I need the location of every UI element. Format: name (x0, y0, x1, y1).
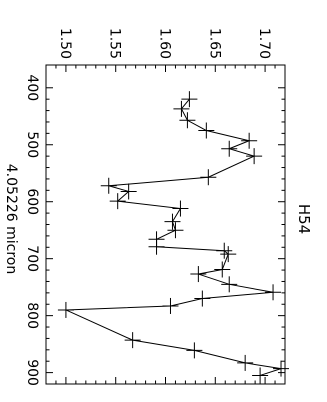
data-point (173, 100, 190, 117)
data-point (100, 177, 117, 194)
x-tick-label: 800 (24, 302, 40, 329)
data-point (179, 112, 196, 129)
data-point (273, 360, 290, 377)
data-point (237, 354, 254, 371)
y-tick-label: 1.65 (206, 28, 222, 59)
x-tick-label: 900 (24, 359, 40, 386)
data-point (124, 332, 141, 349)
x-tick-label: 700 (24, 245, 40, 272)
data-point (186, 342, 203, 359)
data-point (221, 276, 238, 293)
data-point (172, 200, 189, 217)
data-point (246, 148, 263, 165)
x-tick-label: 400 (24, 74, 40, 101)
data-point (220, 246, 237, 263)
data-point (241, 132, 258, 149)
data-point (200, 169, 217, 186)
data-point (221, 140, 238, 157)
data-point (148, 238, 165, 255)
y-axis: 1.50 1.55 1.60 1.65 1.70 (55, 28, 276, 384)
data-point (190, 266, 207, 283)
data-point (214, 261, 231, 278)
plot-frame (45, 64, 286, 385)
data-point (265, 284, 282, 301)
data-point (162, 297, 179, 314)
data-point (109, 193, 126, 210)
y-tick-label: 1.70 (256, 28, 272, 59)
x-axis: 400 500 600 700 800 900 (24, 74, 285, 386)
chart-title: H54 (295, 204, 313, 234)
data-point (216, 242, 233, 259)
x-axis-label: 4.05226 micron (3, 164, 19, 274)
data-point (164, 213, 181, 230)
series-markers (57, 91, 290, 384)
y-tick-label: 1.50 (57, 28, 73, 59)
data-point (194, 290, 211, 307)
data-point (181, 91, 198, 108)
data-point (198, 122, 215, 139)
data-point (252, 367, 269, 384)
data-point (167, 222, 184, 239)
data-point (57, 301, 74, 318)
x-tick-label: 500 (24, 131, 40, 158)
data-point (120, 183, 137, 200)
x-tick-label: 600 (24, 188, 40, 215)
y-tick-label: 1.55 (107, 28, 123, 59)
y-tick-label: 1.60 (157, 28, 173, 59)
